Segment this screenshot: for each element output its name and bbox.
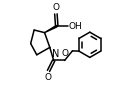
Text: OH: OH xyxy=(68,22,82,31)
Text: O: O xyxy=(62,49,68,58)
Polygon shape xyxy=(45,25,57,33)
Text: N: N xyxy=(52,49,59,59)
Text: O: O xyxy=(45,73,52,82)
Text: O: O xyxy=(52,3,59,12)
